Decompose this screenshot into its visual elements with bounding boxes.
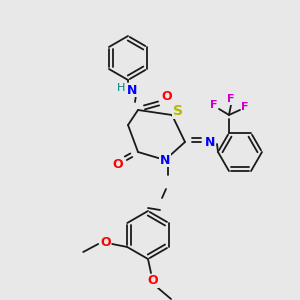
Text: O: O <box>100 236 110 248</box>
Text: S: S <box>173 104 183 118</box>
Text: O: O <box>113 158 123 172</box>
Text: F: F <box>241 102 249 112</box>
Text: O: O <box>162 91 172 103</box>
Text: F: F <box>227 94 235 104</box>
Text: H: H <box>117 83 125 93</box>
Text: F: F <box>210 100 218 110</box>
Text: O: O <box>148 274 158 287</box>
Text: N: N <box>160 154 170 166</box>
Text: N: N <box>127 83 137 97</box>
Text: N: N <box>205 136 215 148</box>
